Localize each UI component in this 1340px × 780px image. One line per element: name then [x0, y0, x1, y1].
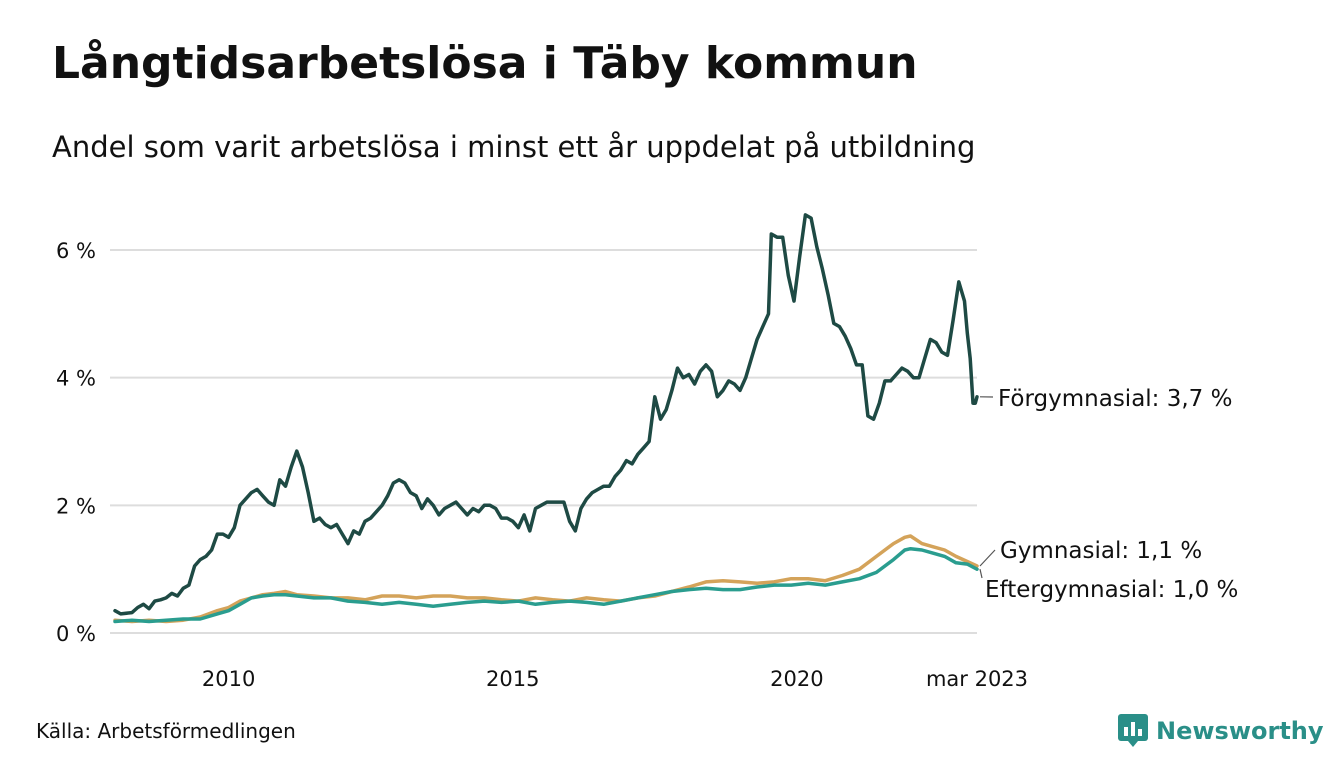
x-tick-label: mar 2023 [926, 667, 1028, 691]
series-lines [113, 213, 979, 624]
x-tick-label: 2020 [770, 667, 823, 691]
y-tick-label: 6 % [56, 239, 96, 263]
series-end-labels: Förgymnasial: 3,7 % Gymnasial: 1,1 % Efter… [979, 386, 1238, 603]
x-axis: 2010 2015 2020 mar 2023 [202, 667, 1028, 691]
y-axis: 0 % 2 % 4 % 6 % [56, 239, 96, 646]
x-tick-label: 2010 [202, 667, 255, 691]
brand-name: Newsworthy [1156, 717, 1324, 745]
newsworthy-logo-icon [1118, 714, 1148, 747]
grid-lines [110, 249, 977, 634]
chart-subtitle: Andel som varit arbetslösa i minst ett å… [52, 130, 976, 164]
series-line-gymnasial [113, 534, 979, 624]
series-end-label-eftergymnasial: Eftergymnasial: 1,0 % [985, 577, 1238, 603]
source-note: Källa: Arbetsförmedlingen [36, 719, 296, 743]
x-tick-label: 2015 [486, 667, 539, 691]
series-end-label-förgymnasial: Förgymnasial: 3,7 % [998, 386, 1232, 412]
series-line-förgymnasial [113, 213, 979, 616]
leader-line [979, 549, 996, 567]
y-tick-label: 2 % [56, 494, 96, 518]
chart-title: Långtidsarbetslösa i Täby kommun [52, 38, 918, 89]
series-end-label-gymnasial: Gymnasial: 1,1 % [1000, 538, 1202, 564]
y-tick-label: 0 % [56, 622, 96, 646]
leader-line [979, 569, 983, 579]
series-line-eftergymnasial [113, 546, 979, 624]
brand-logo[interactable]: Newsworthy [1118, 713, 1324, 749]
y-tick-label: 4 % [56, 367, 96, 391]
